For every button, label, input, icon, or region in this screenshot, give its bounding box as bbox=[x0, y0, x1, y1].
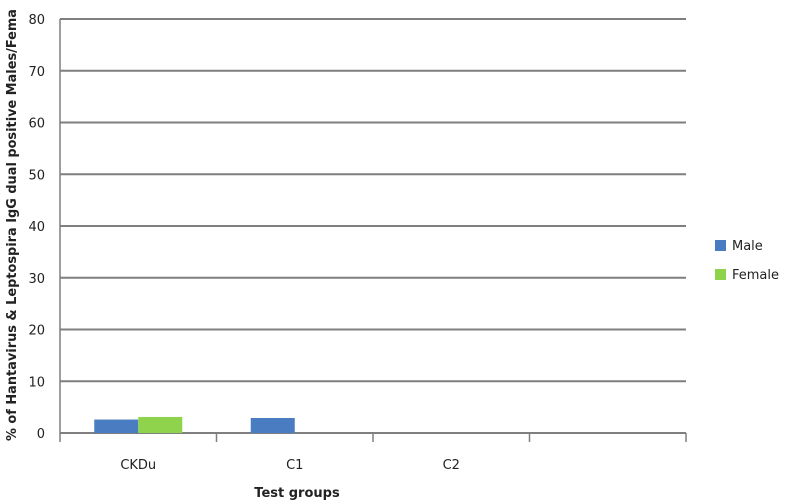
bar-male-ckdu bbox=[94, 419, 139, 433]
y-tick-label: 40 bbox=[28, 220, 45, 235]
bar-female-ckdu bbox=[138, 416, 183, 433]
legend-label-male: Male bbox=[732, 239, 763, 254]
y-tick-labels: 0 10 20 30 40 50 60 70 80 bbox=[28, 13, 45, 442]
y-tick-label: 10 bbox=[28, 375, 45, 390]
x-axis bbox=[59, 433, 687, 442]
legend-swatch-female bbox=[715, 269, 726, 280]
category-labels: CKDu C1 C2 bbox=[120, 458, 460, 473]
bar-male-c1 bbox=[250, 417, 295, 433]
bars bbox=[94, 416, 295, 433]
y-tick-label: 70 bbox=[28, 65, 45, 80]
y-tick-label: 80 bbox=[28, 13, 45, 28]
y-tick-label: 50 bbox=[28, 168, 45, 183]
y-tick-label: 60 bbox=[28, 117, 45, 132]
legend-label-female: Female bbox=[732, 268, 779, 283]
y-tick-label: 30 bbox=[28, 272, 45, 287]
category-label: CKDu bbox=[120, 458, 156, 473]
gridlines bbox=[59, 18, 686, 434]
category-label: C2 bbox=[443, 458, 460, 473]
x-axis-title: Test groups bbox=[254, 486, 340, 501]
y-tick-label: 20 bbox=[28, 324, 45, 339]
y-axis-title: % of Hantavirus & Leptospira IgG dual po… bbox=[5, 9, 20, 441]
category-label: C1 bbox=[286, 458, 303, 473]
legend-swatch-male bbox=[715, 240, 726, 251]
legend: Male Female bbox=[715, 239, 779, 283]
y-tick-label: 0 bbox=[37, 427, 45, 442]
